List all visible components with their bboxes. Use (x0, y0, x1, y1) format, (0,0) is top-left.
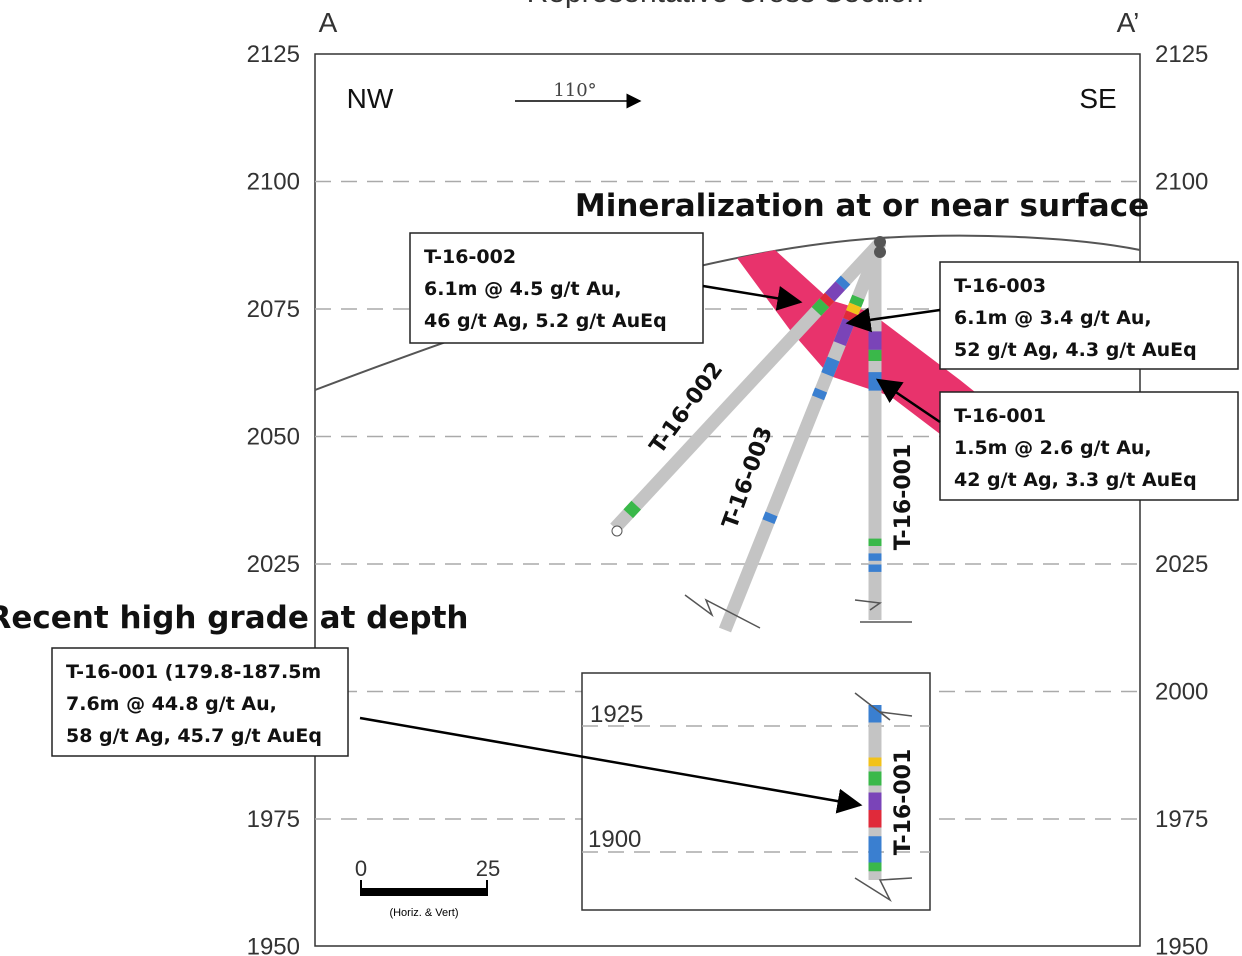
section-end: A (319, 7, 338, 38)
callout-text: T-16-002 (424, 246, 516, 268)
hole-label: T-16-001 (891, 749, 916, 856)
callout-text: 6.1m @ 4.5 g/t Au, (424, 278, 622, 300)
elevation-label: 2050 (247, 424, 300, 451)
scale-label: 25 (476, 856, 500, 881)
assay-interval (849, 313, 852, 321)
assay-interval (830, 286, 841, 297)
headline: Mineralization at or near surface (575, 188, 1149, 224)
scale-label: 0 (355, 856, 367, 881)
elevation-label: 2100 (247, 169, 300, 196)
headline: Recent high grade at depth (0, 600, 468, 636)
elevation-label: 1975 (1155, 806, 1208, 833)
callout-text: T-16-001 (954, 405, 1046, 427)
callout-text: 7.6m @ 44.8 g/t Au, (66, 693, 277, 715)
title: Representative Cross Section (527, 0, 924, 9)
callout-text: 46 g/t Ag, 5.2 g/t AuEq (424, 310, 667, 332)
elevation-label: 2000 (1155, 679, 1208, 706)
callout-text: 1.5m @ 2.6 g/t Au, (954, 437, 1152, 459)
direction: SE (1079, 83, 1116, 114)
elevation-label: 2125 (1155, 41, 1208, 68)
hole-label: T-16-001 (891, 444, 916, 551)
collar (874, 246, 886, 258)
assay-interval (840, 320, 849, 343)
elevation-label: 1950 (247, 934, 300, 956)
inset-level: 1900 (588, 826, 641, 853)
assay-interval (768, 514, 771, 522)
elevation-label: 2100 (1155, 169, 1208, 196)
assay-interval (852, 305, 855, 313)
elevation-label: 2025 (1155, 551, 1208, 578)
assay-interval (827, 359, 833, 374)
callout-text: T-16-001 (179.8-187.5m (66, 661, 321, 683)
inset-level: 1925 (590, 701, 643, 728)
callout-text: 42 g/t Ag, 3.3 g/t AuEq (954, 469, 1197, 491)
hole-end (612, 526, 622, 536)
azimuth: 110° (553, 80, 596, 101)
cross-section: Representative Cross Section A A’ 2125 21… (0, 0, 1242, 956)
assay-interval (818, 390, 821, 398)
elevation-label: 2025 (247, 551, 300, 578)
elevation-label: 2075 (247, 296, 300, 323)
callout-text: T-16-003 (954, 275, 1046, 297)
assay-interval (840, 280, 845, 286)
direction: NW (347, 83, 394, 114)
assay-interval (824, 297, 829, 303)
callout-text: 6.1m @ 3.4 g/t Au, (954, 307, 1152, 329)
elevation-label: 2125 (247, 41, 300, 68)
section-end: A’ (1117, 7, 1140, 38)
callout-text: 58 g/t Ag, 45.7 g/t AuEq (66, 725, 322, 747)
scale-caption: (Horiz. & Vert) (389, 907, 458, 919)
assay-interval (816, 303, 824, 312)
callout-text: 52 g/t Ag, 4.3 g/t AuEq (954, 339, 1197, 361)
elevation-label: 1975 (247, 806, 300, 833)
elevation-label: 1950 (1155, 934, 1208, 956)
assay-interval (628, 505, 636, 514)
assay-interval (855, 297, 858, 305)
